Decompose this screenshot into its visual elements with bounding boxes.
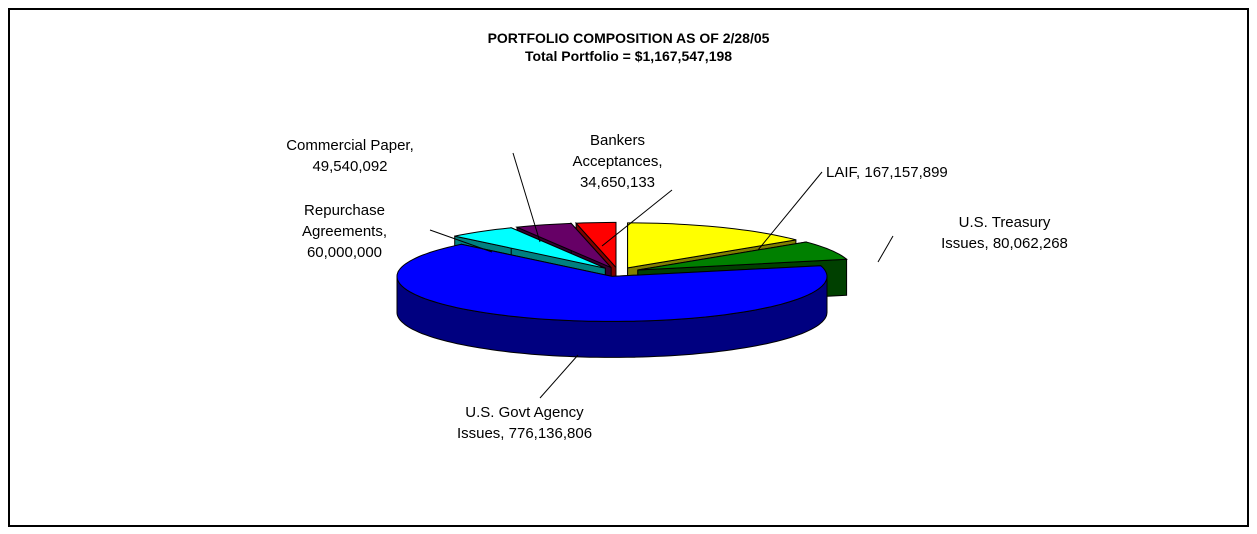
value-label: 776,136,806 (508, 425, 593, 442)
value-label: 49,540,092 (312, 158, 388, 175)
chart-subtitle: Total Portfolio = $1,167,547,198 (524, 48, 733, 64)
chart-title: PORTFOLIO COMPOSITION AS OF 2/28/05 (487, 30, 770, 46)
slice (515, 222, 612, 269)
leader-line (429, 229, 493, 253)
data-label: LAIF, 167,157,899 (826, 162, 1046, 183)
value-label: 80,062,268 (992, 235, 1068, 252)
slice (627, 222, 797, 269)
slice (396, 243, 828, 322)
value-label: 60,000,000 (306, 244, 383, 261)
category-label: U.S. Treasury Issues, (941, 214, 1051, 252)
slice (637, 241, 848, 271)
data-label: Commercial Paper, 49,540,092 (255, 135, 445, 177)
category-label: Repurchase Agreements, (301, 202, 388, 240)
leader-line (877, 235, 894, 263)
data-label: U.S. Treasury Issues, 80,062,268 (937, 212, 1072, 254)
data-label: Bankers Acceptances, 34,650,133 (565, 130, 670, 193)
category-label: Bankers Acceptances, (572, 132, 663, 170)
chart-frame (8, 8, 1249, 527)
value-label: 34,650,133 (579, 174, 656, 191)
category-label: Commercial Paper, (286, 137, 414, 154)
category-label: U.S. Govt Agency Issues, (456, 404, 584, 442)
slice (454, 227, 606, 269)
leader-line (512, 152, 541, 243)
value-label: 167,157,899 (864, 164, 948, 181)
category-label: LAIF, (826, 164, 861, 181)
data-label: Repurchase Agreements, 60,000,000 (292, 200, 397, 263)
data-label: U.S. Govt Agency Issues, 776,136,806 (452, 402, 597, 444)
leader-line (539, 354, 579, 399)
slice (575, 221, 617, 269)
leader-line (757, 171, 823, 251)
leader-line (601, 189, 673, 247)
